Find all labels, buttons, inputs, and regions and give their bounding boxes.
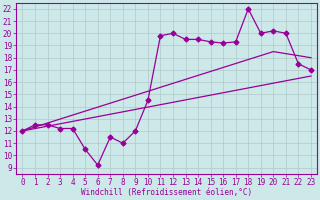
X-axis label: Windchill (Refroidissement éolien,°C): Windchill (Refroidissement éolien,°C) xyxy=(81,188,252,197)
